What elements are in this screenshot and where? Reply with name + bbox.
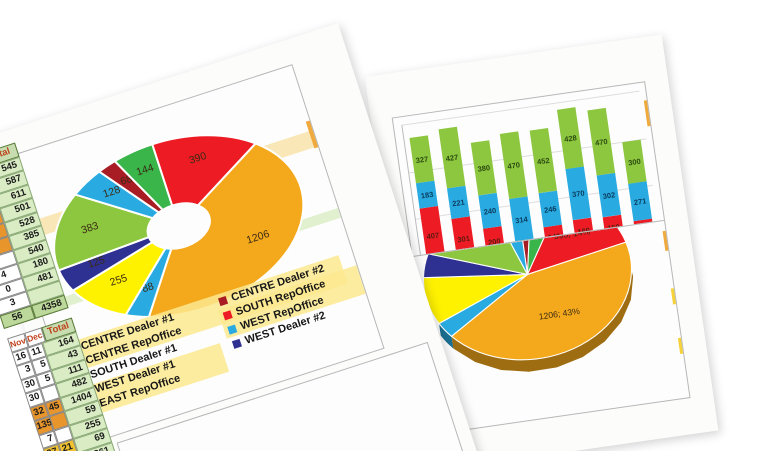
- svg-text:300: 300: [628, 157, 642, 168]
- svg-text:470: 470: [507, 160, 521, 171]
- svg-text:452: 452: [537, 156, 551, 167]
- svg-text:302: 302: [602, 190, 616, 201]
- svg-text:407: 407: [426, 231, 440, 242]
- svg-text:470: 470: [594, 137, 608, 148]
- svg-text:314: 314: [515, 214, 529, 225]
- svg-text:380: 380: [477, 163, 491, 174]
- svg-text:271: 271: [633, 196, 647, 207]
- svg-text:327: 327: [415, 154, 429, 165]
- svg-text:428: 428: [564, 133, 578, 144]
- svg-text:221: 221: [452, 198, 466, 209]
- svg-text:240: 240: [483, 206, 497, 217]
- svg-text:183: 183: [420, 190, 434, 201]
- svg-text:427: 427: [445, 153, 459, 164]
- svg-text:301: 301: [457, 234, 471, 245]
- svg-text:370: 370: [572, 188, 586, 199]
- svg-text:246: 246: [543, 204, 557, 215]
